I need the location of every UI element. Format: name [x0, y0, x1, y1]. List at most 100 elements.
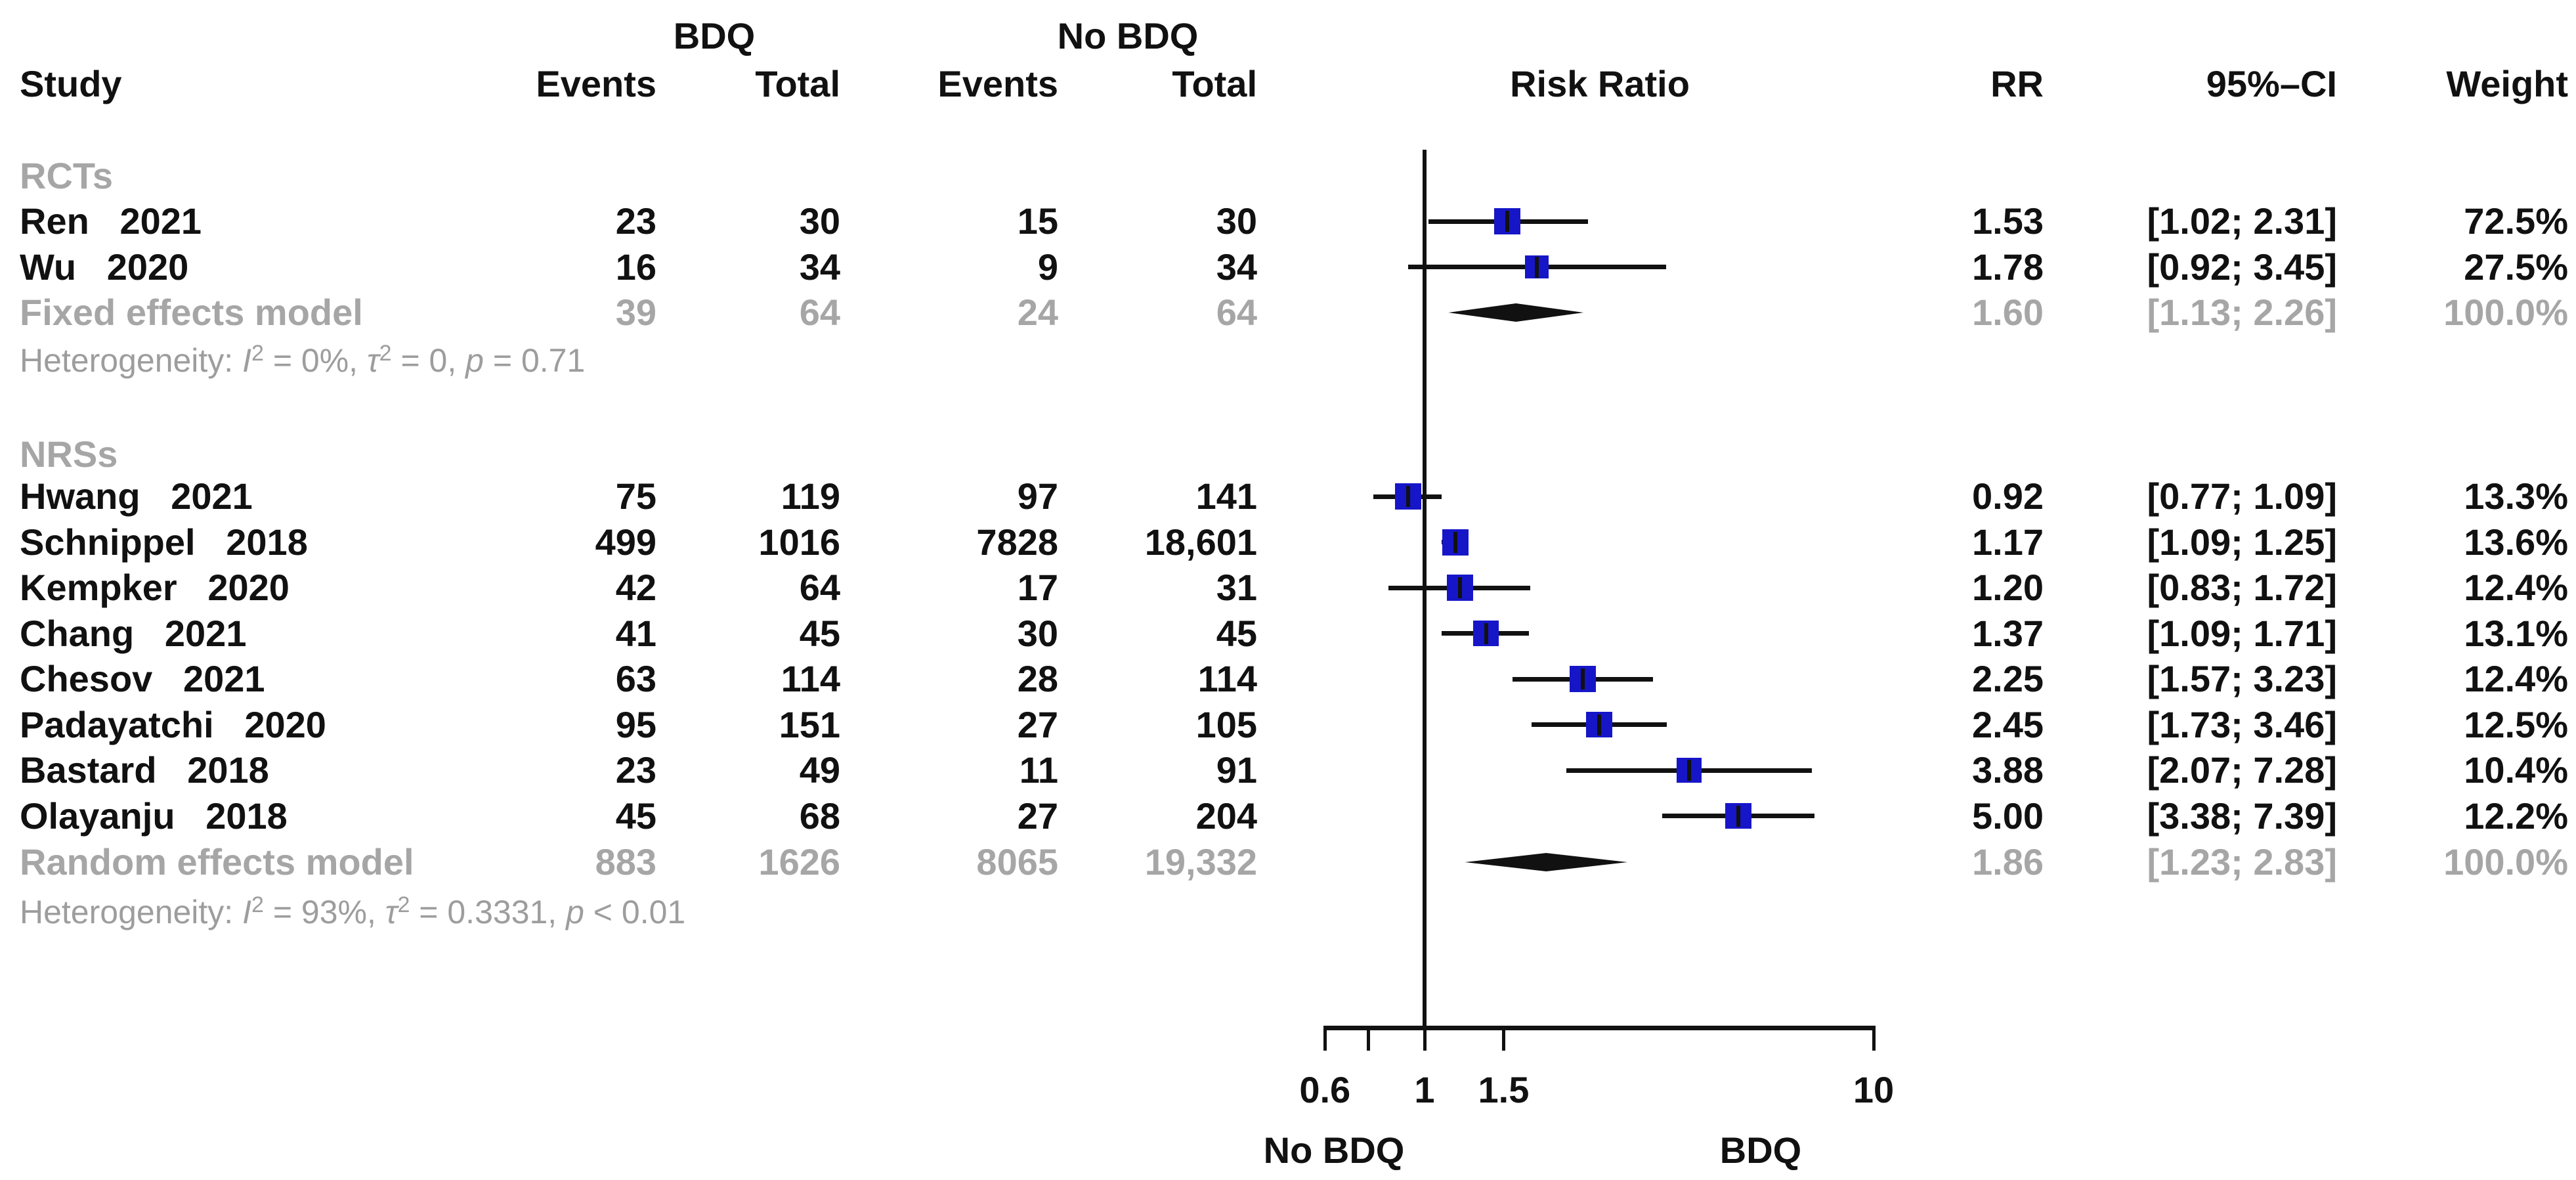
nobdq-total-value: 114	[1197, 658, 1257, 699]
nobdq-events-value: 28	[1017, 658, 1058, 699]
model-bdq-total-value: 1626	[758, 841, 840, 883]
bdq-events-value: 23	[615, 200, 656, 242]
heterogeneity-segment: = 0%,	[263, 342, 367, 379]
weight-value: 13.3%	[2464, 475, 2568, 517]
ci-value: [0.92; 3.45]	[2147, 246, 2338, 288]
weight-value: 12.5%	[2464, 703, 2568, 745]
ci-value: [1.02; 2.31]	[2147, 200, 2338, 242]
heterogeneity-note: Heterogeneity: I2 = 93%, τ2 = 0.3331, p …	[20, 894, 686, 930]
heterogeneity-segment: < 0.01	[584, 894, 686, 930]
ci-value: [3.38; 7.39]	[2147, 795, 2338, 837]
column-header-nobdq-events: Events	[937, 63, 1058, 104]
column-header-bdq-events: Events	[536, 63, 656, 104]
axis-tick-label: 1.5	[1478, 1069, 1530, 1110]
nobdq-total-value: 204	[1195, 795, 1257, 837]
rr-value: 1.53	[1972, 200, 2044, 242]
study-name: Schnippel 2018	[20, 521, 308, 563]
model-bdq-total-value: 64	[799, 292, 840, 333]
weight-value: 12.2%	[2464, 795, 2568, 837]
rr-value: 2.25	[1972, 658, 2044, 699]
estimate-tick	[1580, 668, 1585, 689]
rr-value: 1.78	[1972, 246, 2044, 288]
nobdq-total-value: 34	[1216, 246, 1257, 288]
axis-tick-label: 1	[1414, 1069, 1435, 1110]
estimate-tick	[1505, 211, 1510, 232]
estimate-tick	[1535, 256, 1539, 278]
nobdq-total-value: 18,601	[1144, 521, 1257, 563]
bdq-total-value: 114	[781, 658, 840, 699]
study-name: Chesov 2021	[20, 658, 265, 699]
heterogeneity-segment: = 0,	[391, 342, 466, 379]
axis-tick	[1872, 1026, 1876, 1051]
bdq-events-value: 63	[615, 658, 656, 699]
column-group-bdq-label: BDQ	[673, 15, 756, 56]
heterogeneity-segment: I	[242, 342, 251, 379]
model-bdq-events-value: 883	[595, 841, 656, 883]
group-label: NRSs	[20, 433, 118, 475]
weight-value: 27.5%	[2464, 246, 2568, 288]
study-name: Chang 2021	[20, 612, 247, 654]
bdq-events-value: 45	[615, 795, 656, 837]
model-weight-value: 100.0%	[2443, 292, 2568, 333]
axis-line	[1324, 1026, 1876, 1030]
axis-tick-label: 0.6	[1299, 1069, 1351, 1110]
axis-tick	[1367, 1026, 1371, 1051]
model-nobdq-events-value: 8065	[976, 841, 1058, 883]
estimate-tick	[1736, 805, 1741, 827]
model-nobdq-events-value: 24	[1017, 292, 1058, 333]
model-nobdq-total-value: 64	[1216, 292, 1257, 333]
axis-tick	[1423, 1026, 1427, 1051]
heterogeneity-segment: τ	[366, 342, 379, 379]
bdq-events-value: 41	[615, 612, 656, 654]
summary-diamond	[1448, 303, 1584, 322]
bdq-events-value: 75	[615, 475, 656, 517]
weight-value: 12.4%	[2464, 658, 2568, 699]
nobdq-total-value: 30	[1216, 200, 1257, 242]
bdq-total-value: 64	[799, 567, 840, 608]
nobdq-total-value: 141	[1195, 475, 1257, 517]
ci-value: [0.83; 1.72]	[2147, 567, 2338, 608]
ci-value: [0.77; 1.09]	[2147, 475, 2338, 517]
heterogeneity-note: Heterogeneity: I2 = 0%, τ2 = 0, p = 0.71	[20, 342, 586, 379]
bdq-total-value: 49	[799, 749, 840, 791]
nobdq-total-value: 91	[1216, 749, 1257, 791]
heterogeneity-segment: I	[242, 894, 251, 930]
bdq-total-value: 119	[781, 475, 840, 517]
estimate-tick	[1484, 623, 1488, 644]
heterogeneity-segment: p	[465, 342, 484, 379]
nobdq-events-value: 97	[1017, 475, 1058, 517]
nobdq-events-value: 7828	[976, 521, 1058, 563]
heterogeneity-segment: τ	[385, 894, 398, 930]
bdq-total-value: 45	[799, 612, 840, 654]
bdq-total-value: 1016	[758, 521, 840, 563]
ci-value: [1.09; 1.25]	[2147, 521, 2338, 563]
model-ci-value: [1.23; 2.83]	[2147, 841, 2338, 883]
estimate-tick	[1458, 577, 1463, 598]
heterogeneity-segment: Heterogeneity:	[20, 342, 243, 379]
nobdq-total-value: 105	[1195, 703, 1257, 745]
bdq-total-value: 151	[779, 703, 840, 745]
rr-value: 1.20	[1972, 567, 2044, 608]
nobdq-total-value: 45	[1216, 612, 1257, 654]
study-name: Hwang 2021	[20, 475, 253, 517]
model-rr-value: 1.86	[1972, 841, 2044, 883]
rr-value: 3.88	[1972, 749, 2044, 791]
bdq-events-value: 499	[595, 521, 656, 563]
model-weight-value: 100.0%	[2443, 841, 2568, 883]
bdq-events-value: 23	[615, 749, 656, 791]
nobdq-events-value: 27	[1017, 795, 1058, 837]
axis-label-right: BDQ	[1719, 1129, 1802, 1171]
bdq-events-value: 16	[615, 246, 656, 288]
nobdq-events-value: 15	[1017, 200, 1058, 242]
heterogeneity-segment: = 0.71	[483, 342, 586, 379]
axis-tick	[1323, 1026, 1327, 1051]
estimate-tick	[1406, 486, 1411, 507]
nobdq-events-value: 17	[1017, 567, 1058, 608]
ci-value: [1.73; 3.46]	[2147, 703, 2338, 745]
rr-value: 1.17	[1972, 521, 2044, 563]
estimate-tick	[1453, 531, 1457, 553]
model-label: Fixed effects model	[20, 292, 363, 333]
column-header-nobdq-total: Total	[1172, 63, 1257, 104]
heterogeneity-segment: p	[566, 894, 584, 930]
